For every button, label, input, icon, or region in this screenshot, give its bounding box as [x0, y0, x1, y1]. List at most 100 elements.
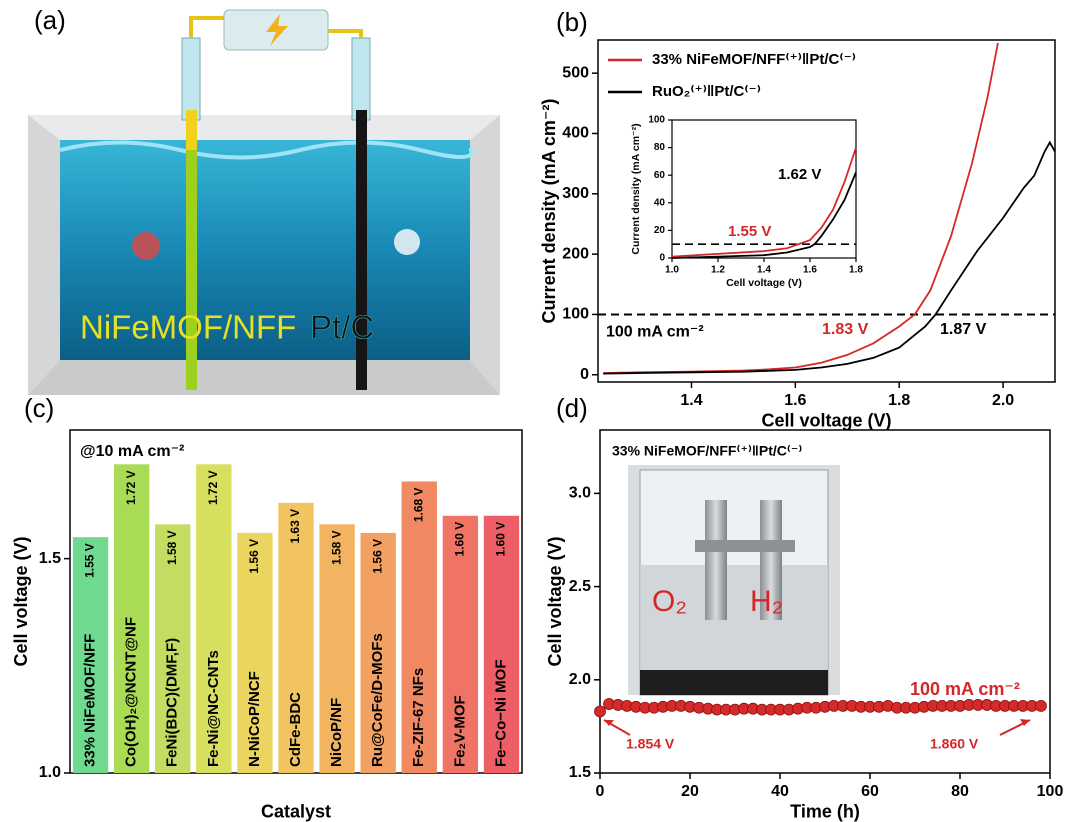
category-label: N-NiCoP/NCF	[246, 671, 263, 767]
illustration: (a) NiFeMOF/NFF Pt/C	[28, 5, 500, 395]
x-tick-label: 100	[1037, 783, 1064, 800]
plot-frame	[599, 429, 1051, 774]
bar	[196, 464, 232, 773]
value-label: 1.60 V	[453, 522, 467, 557]
x-axis-label: Catalyst	[261, 801, 331, 821]
tank-wall	[28, 115, 60, 395]
y-tick-label: 500	[562, 64, 589, 81]
panel-label: (a)	[34, 5, 66, 35]
electrode-label: NiFeMOF/NFF	[80, 309, 296, 346]
plot-frame	[597, 39, 1056, 383]
y-axis-label: Cell voltage (V)	[11, 536, 31, 666]
photo-label: O₂	[652, 585, 687, 618]
bar	[360, 532, 396, 773]
y-tick-label: 3.0	[569, 485, 591, 502]
category-label: CdFe-BDC	[287, 692, 304, 767]
y-tick-label: 20	[654, 225, 666, 236]
y-tick-label: 2.0	[569, 671, 591, 688]
y-tick-label: 0	[580, 366, 589, 383]
value-label: 1.72 V	[206, 470, 220, 505]
bar	[278, 502, 314, 773]
chart-title: 33% NiFeMOF/NFF⁽⁺⁾‖Pt/C⁽⁻⁾	[612, 443, 802, 459]
panel-label: (d)	[556, 393, 588, 423]
line-series	[671, 147, 857, 258]
y-tick-label: 0	[659, 253, 665, 264]
annotation: 1.854 V	[626, 736, 675, 752]
o2-molecule	[132, 232, 160, 260]
y-tick-label: 1.0	[39, 764, 61, 781]
x-tick-label: 1.6	[784, 392, 806, 409]
data-point	[1035, 699, 1047, 712]
panel-label: (b)	[556, 7, 588, 37]
value-label: 1.56 V	[247, 539, 261, 574]
bar	[72, 537, 109, 773]
legend-label: RuO₂⁽⁺⁾‖Pt/C⁽⁻⁾	[652, 83, 761, 100]
x-tick-label: 1.8	[849, 265, 863, 276]
bar	[237, 532, 273, 773]
y-axis-label: Current density (mA cm⁻²)	[539, 99, 559, 324]
y-tick-label: 80	[654, 142, 666, 153]
annotation: 1.860 V	[930, 736, 979, 752]
category-label: Ru@CoFe/D-MOFs	[369, 633, 386, 767]
category-label: Fe-Ni@NC-CNTs	[205, 650, 222, 767]
x-tick-label: 0	[596, 783, 605, 800]
x-tick-label: 60	[861, 783, 879, 800]
x-tick-label: 40	[771, 783, 789, 800]
wave	[59, 140, 474, 160]
y-tick-label: 2.5	[569, 578, 591, 595]
category-label: FeNi(BDC)(DMF,F)	[164, 638, 181, 767]
value-label: 1.68 V	[411, 487, 425, 522]
x-tick-label: 80	[951, 783, 969, 800]
legend-label: 33% NiFeMOF/NFF⁽⁺⁾‖Pt/C⁽⁻⁾	[652, 51, 856, 68]
bar	[113, 464, 150, 773]
value-label: 1.60 V	[494, 522, 508, 557]
annotation: 1.83 V	[822, 321, 869, 338]
annotation: 1.62 V	[778, 166, 821, 183]
category-label: Fe−Co−Ni MOF	[492, 659, 509, 767]
y-axis-label: Current density (mA cm⁻²)	[630, 123, 642, 254]
y-tick-label: 60	[654, 170, 666, 181]
y-tick-label: 100	[648, 115, 665, 126]
bar	[155, 524, 191, 773]
reference-label: 100 mA cm⁻²	[606, 324, 704, 341]
x-tick-label: 1.4	[680, 392, 702, 409]
category-label: Fe₂V-MOF	[451, 695, 468, 767]
x-tick-label: 2.0	[992, 392, 1014, 409]
bar	[483, 515, 520, 773]
electrode	[760, 500, 782, 620]
h2-molecule	[394, 229, 420, 255]
x-axis-label: Time (h)	[790, 801, 860, 821]
y-tick-label: 40	[654, 197, 666, 208]
x-tick-label: 1.4	[757, 265, 771, 276]
arrowhead	[1020, 719, 1030, 726]
value-label: 1.63 V	[288, 509, 302, 544]
annotation: @10 mA cm⁻²	[80, 443, 184, 460]
x-axis-label: Cell voltage (V)	[726, 277, 802, 289]
cathode	[356, 110, 367, 390]
arrowhead	[604, 720, 614, 726]
data-point	[594, 705, 606, 718]
value-label: 1.58 V	[165, 530, 179, 565]
clamp	[695, 540, 795, 552]
category-label: Co(OH)₂@NCNT@NF	[123, 617, 140, 767]
x-tick-label: 1.2	[711, 265, 725, 276]
line-series	[671, 172, 857, 259]
category-label: NiCoP/NF	[328, 698, 345, 767]
panel-label: (c)	[24, 393, 54, 423]
bar	[442, 515, 479, 773]
tank-wall	[470, 115, 500, 395]
x-axis-label: Cell voltage (V)	[761, 410, 891, 430]
value-label: 1.58 V	[329, 530, 343, 565]
value-label: 1.72 V	[124, 470, 138, 505]
beaker-base	[640, 670, 828, 695]
x-tick-label: 1.6	[803, 265, 817, 276]
category-label: Fe-ZIF-67 NFs	[410, 668, 427, 767]
anode-top	[186, 110, 197, 150]
annotation: 100 mA cm⁻²	[910, 679, 1020, 699]
anode	[186, 115, 197, 390]
annotation: 1.55 V	[728, 223, 771, 240]
tank-floor	[28, 360, 500, 395]
line-series	[603, 140, 1056, 375]
lightning	[266, 14, 288, 46]
